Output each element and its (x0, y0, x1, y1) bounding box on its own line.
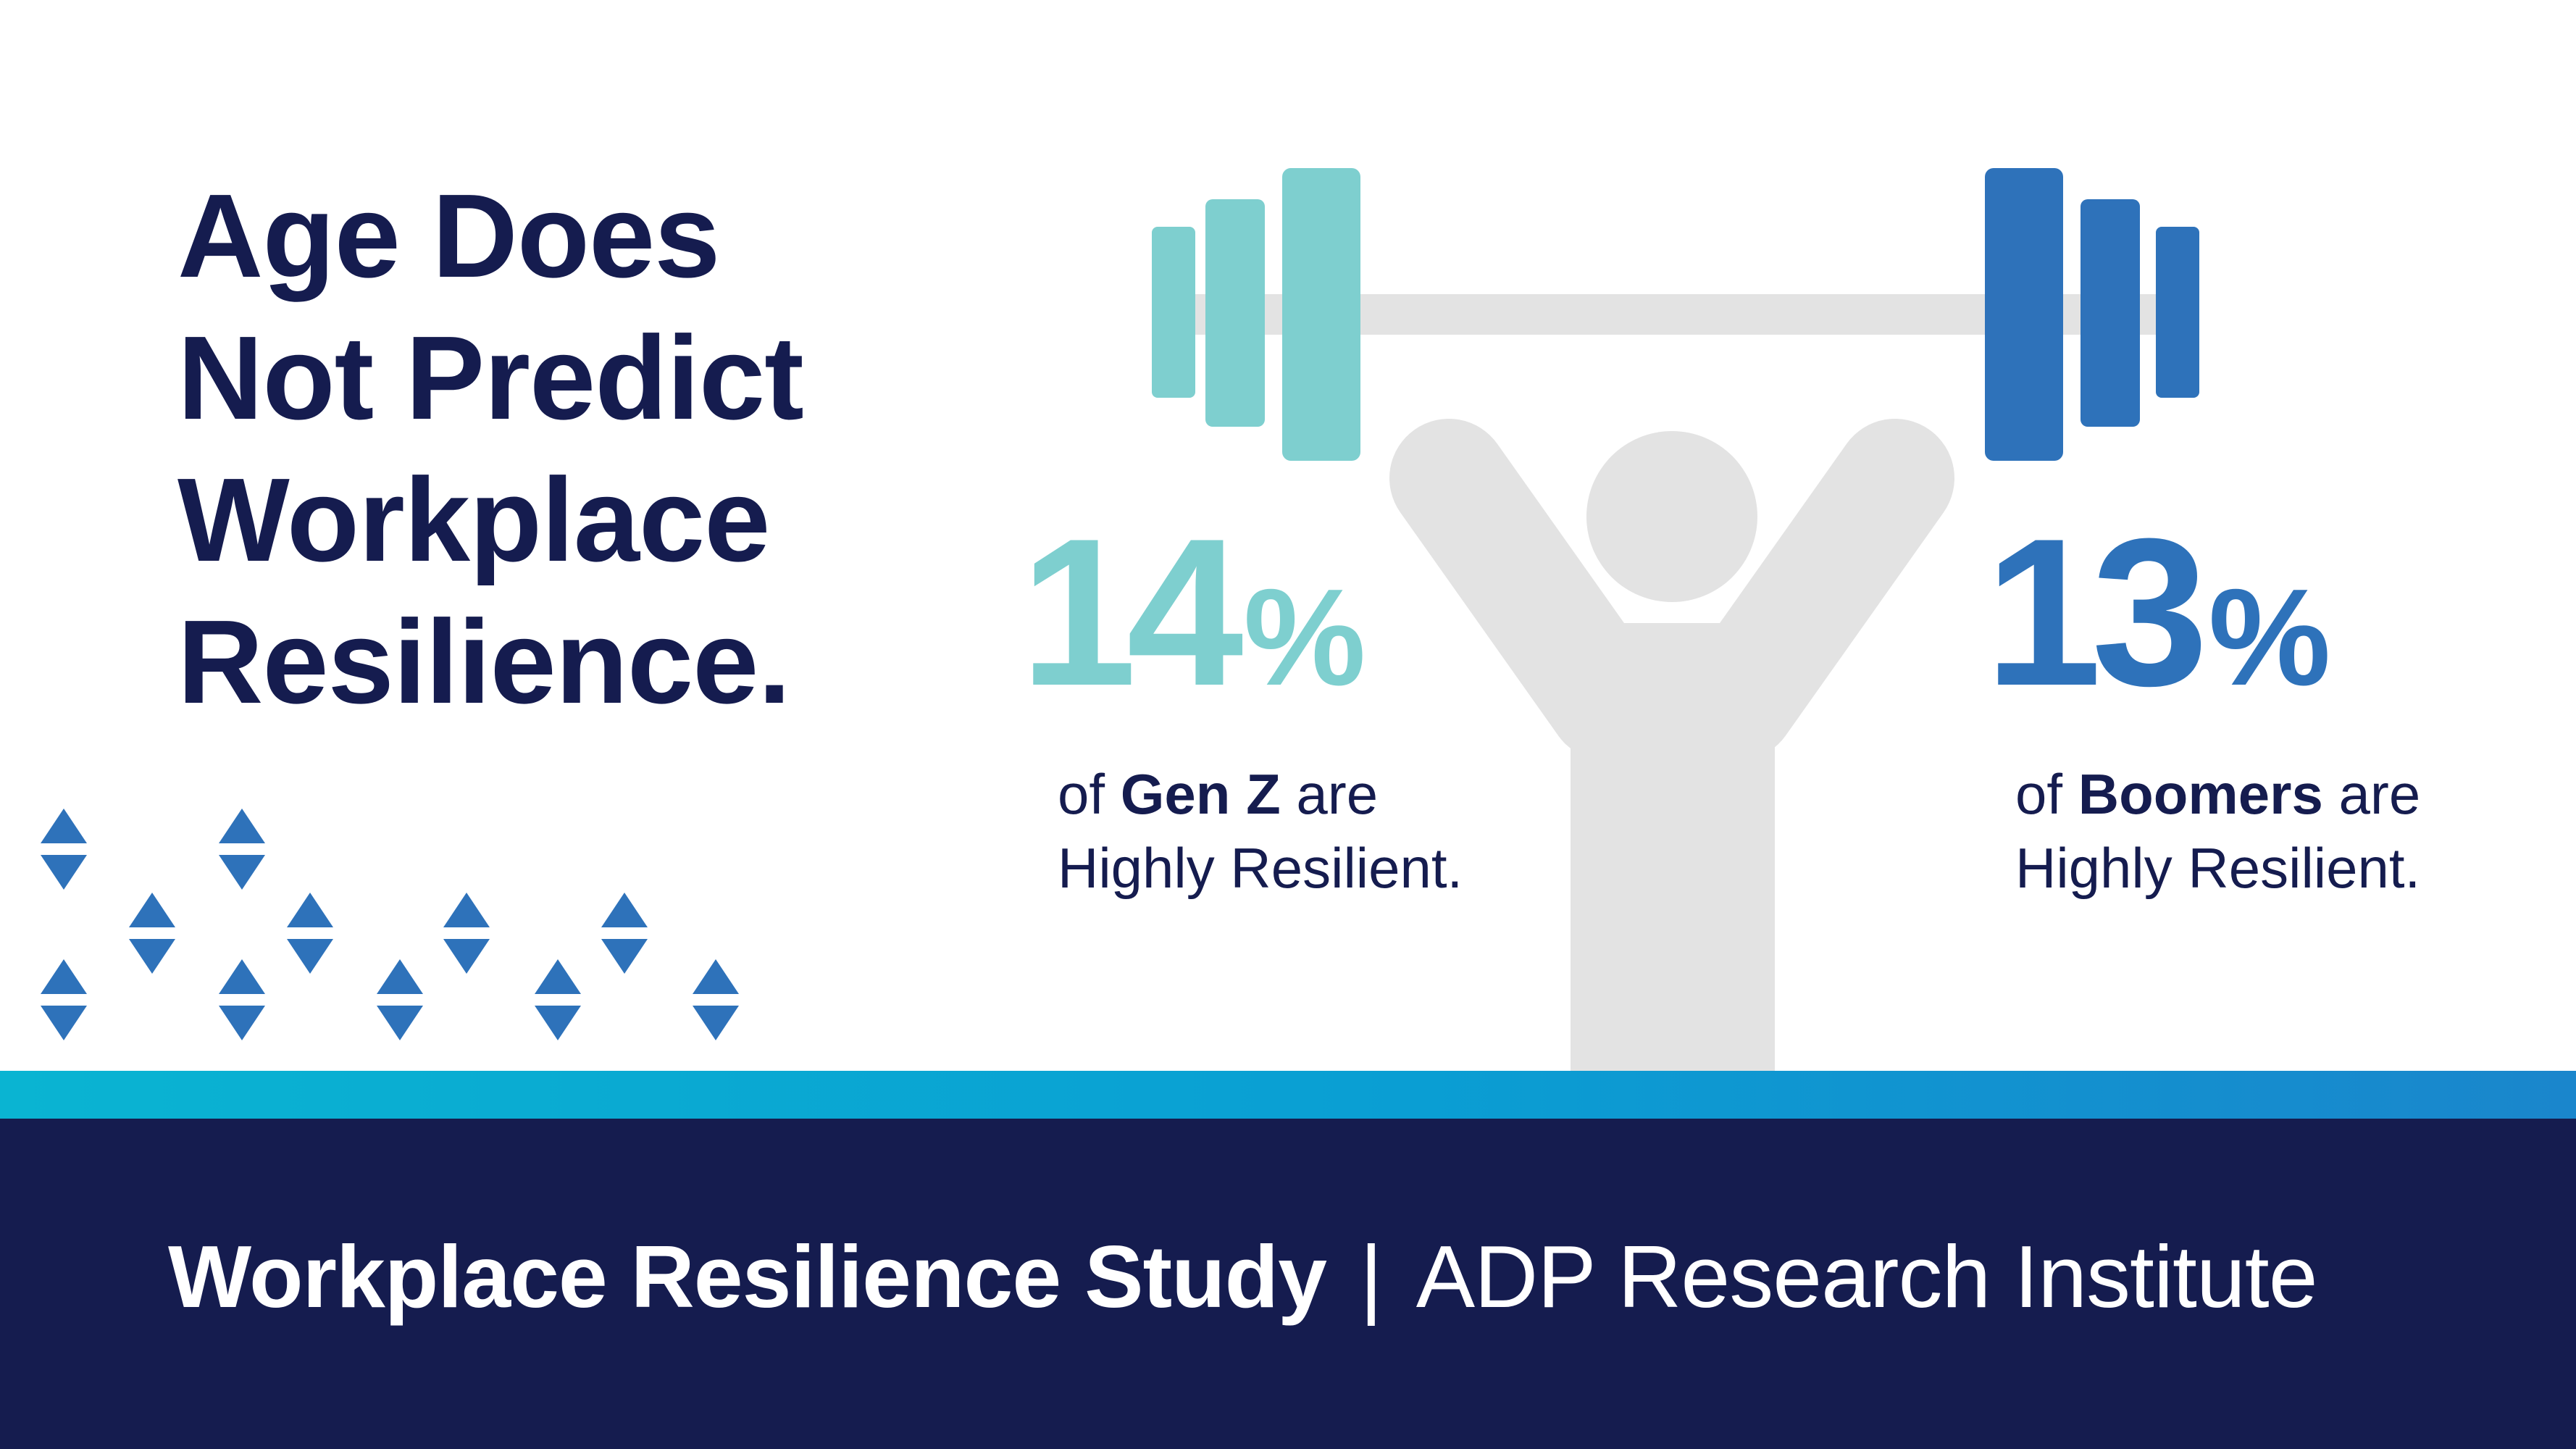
up-down-arrow-icon (219, 809, 265, 890)
up-down-arrow-icon (219, 959, 265, 1040)
stat-caption: of Gen Z are Highly Resilient. (1058, 757, 1463, 905)
headline-line: Age Does (177, 170, 720, 302)
accent-band (0, 1071, 2576, 1119)
up-down-arrow-icon (41, 959, 87, 1040)
left-plate-medium (1205, 199, 1265, 427)
organization-name: ADP Research Institute (1415, 1227, 2318, 1326)
caption-prefix: of (2015, 762, 2078, 826)
caption-group: Gen Z (1120, 762, 1281, 826)
caption-line-2: Highly Resilient. (2015, 836, 2421, 900)
caption-line-1: of Boomers are (2015, 757, 2420, 831)
headline-line: Not Predict (177, 312, 804, 444)
up-down-arrow-icon (601, 893, 648, 974)
figure-body (1571, 724, 1775, 1072)
right-plate-small (2156, 227, 2199, 398)
weightlifter-figure-icon (1389, 419, 1954, 1072)
footer-separator: | (1360, 1227, 1383, 1326)
headline-line: Resilience. (177, 596, 791, 728)
up-down-arrow-icon (377, 959, 423, 1040)
stat-number: 14 (1020, 495, 1244, 730)
right-plate-medium (2081, 199, 2140, 427)
stat-caption: of Boomers are Highly Resilient. (2015, 757, 2420, 905)
up-down-arrow-icon (41, 809, 87, 890)
headline-line: Workplace (177, 454, 770, 586)
stat-number: 13 (1985, 495, 2209, 730)
stat-gen-z: 14% of Gen Z are Highly Resilient. (1020, 507, 1463, 905)
caption-suffix: are (2322, 762, 2421, 826)
figure-shoulders (1579, 623, 1765, 753)
figure-head (1586, 431, 1757, 602)
up-down-arrow-icon (129, 893, 175, 974)
percent-sign: % (2208, 561, 2331, 714)
stat-boomers: 13% of Boomers are Highly Resilient. (1985, 507, 2420, 905)
stat-value: 14% (1020, 507, 1463, 743)
up-down-arrow-icon (443, 893, 490, 974)
caption-line-2: Highly Resilient. (1058, 836, 1463, 900)
footer (0, 1119, 2576, 1449)
caption-group: Boomers (2078, 762, 2323, 826)
study-name: Workplace Resilience Study (168, 1227, 1327, 1326)
up-down-arrow-icon (693, 959, 739, 1040)
barbell-icon (1152, 168, 2199, 461)
left-plate-small (1152, 227, 1195, 398)
arrow-pattern (41, 809, 739, 1040)
up-down-arrow-icon (287, 893, 333, 974)
right-plate-large (1985, 168, 2063, 461)
percent-sign: % (1243, 561, 1366, 714)
headline: Age Does Not Predict Workplace Resilienc… (177, 165, 804, 733)
stat-value: 13% (1985, 507, 2420, 743)
up-down-arrow-icon (535, 959, 581, 1040)
caption-prefix: of (1058, 762, 1121, 826)
footer-text: Workplace Resilience Study | ADP Research … (168, 1226, 2318, 1327)
left-plate-large (1282, 168, 1360, 461)
caption-suffix: are (1280, 762, 1379, 826)
caption-line-1: of Gen Z are (1058, 757, 1463, 831)
